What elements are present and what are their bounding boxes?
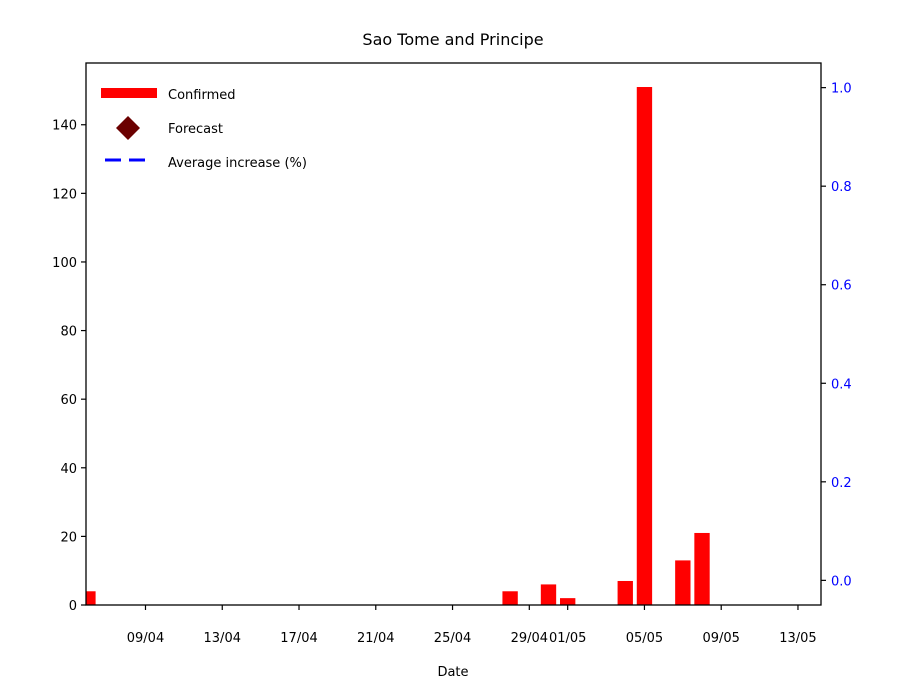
y2-tick-label: 0.4: [831, 377, 852, 392]
y2-tick-label: 0.2: [831, 476, 852, 491]
x-tick-label: 09/04: [127, 631, 164, 646]
x-tick-label: 13/05: [779, 631, 816, 646]
bar-confirmed: [694, 532, 710, 605]
legend-label-average-increase: Average increase (%): [168, 156, 307, 171]
bar-confirmed: [636, 87, 653, 605]
x-tick-label: 01/05: [549, 631, 586, 646]
y-tick-label: 0: [69, 599, 77, 614]
chart-title: Sao Tome and Principe: [362, 30, 543, 49]
legend-swatch-forecast-diamond: [116, 116, 140, 140]
bar-confirmed: [540, 584, 557, 605]
y-tick-label: 60: [60, 393, 77, 408]
x-tick-label: 05/05: [626, 631, 663, 646]
legend-swatch-confirmed: [101, 88, 157, 98]
bar-confirmed: [675, 560, 691, 605]
y-tick-label: 100: [52, 256, 77, 271]
x-axis: 09/04 13/04 17/04 21/04 25/04 29/04 01/05 05/05…: [127, 605, 817, 646]
y2-tick-label: 0.8: [831, 180, 852, 195]
x-tick-label: 09/05: [702, 631, 739, 646]
x-tick-label: 13/04: [204, 631, 241, 646]
plot-frame: [85, 62, 822, 606]
legend: Confirmed Forecast Average increase (%): [101, 88, 307, 171]
legend-label-confirmed: Confirmed: [168, 88, 236, 103]
legend-label-forecast: Forecast: [168, 122, 223, 137]
y-tick-label: 80: [60, 325, 77, 340]
y-tick-label: 120: [52, 187, 77, 202]
y-tick-label: 40: [60, 462, 77, 477]
x-tick-label: 21/04: [357, 631, 394, 646]
y2-tick-label: 0.0: [831, 574, 852, 589]
bars: [86, 87, 710, 605]
x-axis-label: Date: [437, 665, 468, 680]
x-tick-label: 17/04: [280, 631, 317, 646]
bar-confirmed: [560, 598, 576, 605]
y-tick-label: 140: [52, 119, 77, 134]
y-axis-left: 0 20 40 60 80 100 120 140: [52, 119, 86, 614]
bar-confirmed: [617, 580, 633, 605]
y-axis-right: 0.0 0.2 0.4 0.6 0.8 1.0: [821, 82, 852, 589]
y2-tick-label: 0.6: [831, 279, 852, 294]
x-tick-label: 25/04: [434, 631, 471, 646]
y2-tick-label: 1.0: [831, 82, 852, 97]
bar-confirmed: [86, 591, 96, 605]
y-tick-label: 20: [60, 530, 77, 545]
x-tick-label: 29/04: [511, 631, 548, 646]
bar-confirmed: [502, 591, 518, 605]
